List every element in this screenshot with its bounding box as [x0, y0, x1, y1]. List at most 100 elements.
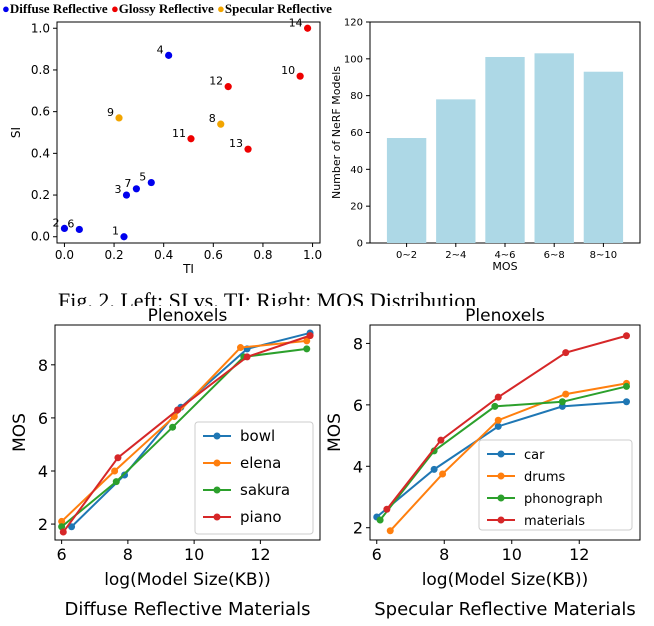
specular-x-tick-label: 10: [502, 545, 522, 564]
figure-caption-text: Fig. 2. Left: SI vs. TI; Right: MOS Dist…: [58, 288, 477, 306]
diffuse-series-point: [112, 478, 120, 486]
diffuse-x-tick-label: 8: [123, 545, 133, 564]
bar-y-tick-label: 40: [350, 165, 363, 176]
specular-series-point: [623, 332, 630, 340]
scatter-y-tick-label: 0.6: [31, 105, 50, 119]
diffuse-series-point: [237, 344, 244, 352]
scatter-point-label: 9: [107, 106, 114, 119]
bar-mos-bin: [436, 99, 476, 243]
legend-glossy-label: Glossy Reflective: [118, 1, 214, 16]
scatter-point-label: 10: [281, 64, 295, 77]
diffuse-legend-label: elena: [240, 454, 281, 472]
scatter-point: [132, 185, 140, 193]
specular-series-point: [623, 382, 630, 390]
glossy-dot-icon: ●: [110, 1, 119, 16]
specular-series-point: [494, 416, 502, 424]
diffuse-legend-label: piano: [240, 508, 282, 526]
diffuse-title: Plenoxels: [148, 306, 228, 326]
scatter-x-tick-label: 0.2: [105, 248, 124, 262]
scatter-point-label: 8: [209, 112, 216, 125]
scatter-point-label: 6: [67, 217, 74, 230]
specular-legend-label: phonograph: [524, 492, 603, 507]
scatter-point: [60, 224, 69, 233]
scatter-point: [303, 24, 312, 32]
specular-legend-label: car: [524, 448, 545, 463]
diffuse-subtitle: Diffuse Reflective Materials: [65, 599, 311, 620]
specular-legend-label: drums: [524, 470, 565, 485]
scatter-y-tick-label: 0.2: [31, 188, 50, 202]
diffuse-series-point: [243, 353, 251, 361]
specular-title: Plenoxels: [465, 306, 545, 326]
diffuse-legend-label: bowl: [240, 427, 275, 445]
scatter-point-label: 2: [52, 216, 59, 229]
scatter-point: [120, 233, 128, 241]
diffuse-y-axis-label: MOS: [10, 413, 30, 452]
bar-mos-bin: [583, 71, 624, 243]
scatter-point-label: 14: [289, 16, 303, 29]
diffuse-y-tick-label: 2: [38, 515, 48, 534]
diffuse-y-tick-label: 8: [38, 356, 48, 375]
specular-y-tick-label: 4: [353, 457, 363, 476]
bar-y-tick-label: 0: [357, 239, 363, 250]
specular-legend-marker: [497, 450, 505, 458]
specular-y-tick-label: 8: [353, 334, 363, 353]
specular-plot-frame: [369, 324, 641, 541]
diffuse-x-tick-label: 10: [184, 545, 204, 564]
specular-series-point: [439, 470, 447, 478]
diffuse-series-point: [111, 467, 119, 475]
specular-x-tick-label: 6: [372, 545, 382, 564]
specular-series-point: [386, 527, 394, 535]
scatter-point: [224, 83, 232, 91]
specular-legend-marker: [497, 472, 505, 480]
specular-dot-icon: ●: [217, 1, 225, 16]
specular-series-point: [494, 393, 502, 401]
diffuse-legend-box: [194, 421, 314, 535]
scatter-point-label: 11: [172, 127, 186, 140]
specular-legend-box: [478, 439, 633, 531]
scatter-x-tick-label: 0.6: [204, 248, 223, 262]
scatter-point-label: 3: [114, 183, 121, 196]
diffuse-series-point: [174, 406, 182, 414]
diffuse-x-tick-label: 6: [57, 545, 67, 564]
bar-mos-bin: [534, 53, 574, 243]
diffuse-series-point: [303, 337, 311, 345]
scatter-point-label: 4: [157, 43, 164, 56]
diffuse-series-point: [58, 523, 66, 531]
scatter-plot-frame: [56, 21, 321, 244]
specular-x-axis-label: log(Model Size(KB)): [422, 570, 589, 590]
diffuse-series-point: [59, 528, 67, 536]
scatter-x-tick-label: 1.0: [303, 248, 322, 262]
bar-x-axis-label: MOS: [492, 260, 517, 273]
specular-series-point: [494, 422, 502, 430]
specular-y-tick-label: 6: [353, 396, 363, 415]
scatter-point: [187, 135, 195, 143]
scatter-point-label: 5: [139, 171, 146, 184]
scatter-x-tick-label: 0.4: [154, 248, 173, 262]
figure-caption-fragment: Fig. 2. Left: SI vs. TI; Right: MOS Dist…: [0, 286, 654, 306]
diffuse-series-point: [306, 332, 314, 340]
diffuse-x-tick-label: 12: [250, 545, 270, 564]
bar-y-axis-label: Number of NeRF Models: [330, 66, 343, 199]
bar-x-tick-label: 2~4: [445, 250, 466, 261]
diffuse-y-tick-label: 6: [38, 409, 48, 428]
diffuse-legend-label: sakura: [240, 481, 290, 499]
bar-mos-bin: [485, 56, 525, 243]
class-legend: ●Diffuse Reflective ●Glossy Reflective ●…: [2, 1, 332, 17]
diffuse-series-point: [114, 454, 122, 462]
diffuse-legend-marker: [213, 432, 221, 440]
bar-x-tick-label: 4~6: [494, 250, 515, 261]
scatter-point-label: 1: [112, 225, 119, 238]
specular-series-point: [376, 516, 384, 524]
diffuse-series-point: [303, 345, 311, 353]
bar-y-tick-label: 80: [350, 91, 363, 102]
specular-y-tick-label: 2: [353, 519, 363, 538]
scatter-point-label: 12: [209, 75, 223, 88]
scatter-x-tick-label: 0.8: [253, 248, 272, 262]
diffuse-x-axis-label: log(Model Size(KB)): [104, 570, 271, 590]
scatter-point: [217, 120, 225, 128]
bar-x-tick-label: 0~2: [396, 250, 417, 261]
scatter-point: [244, 145, 252, 153]
specular-series-point: [562, 390, 570, 398]
scatter-point-label: 7: [124, 177, 131, 190]
specular-x-tick-label: 12: [569, 545, 589, 564]
